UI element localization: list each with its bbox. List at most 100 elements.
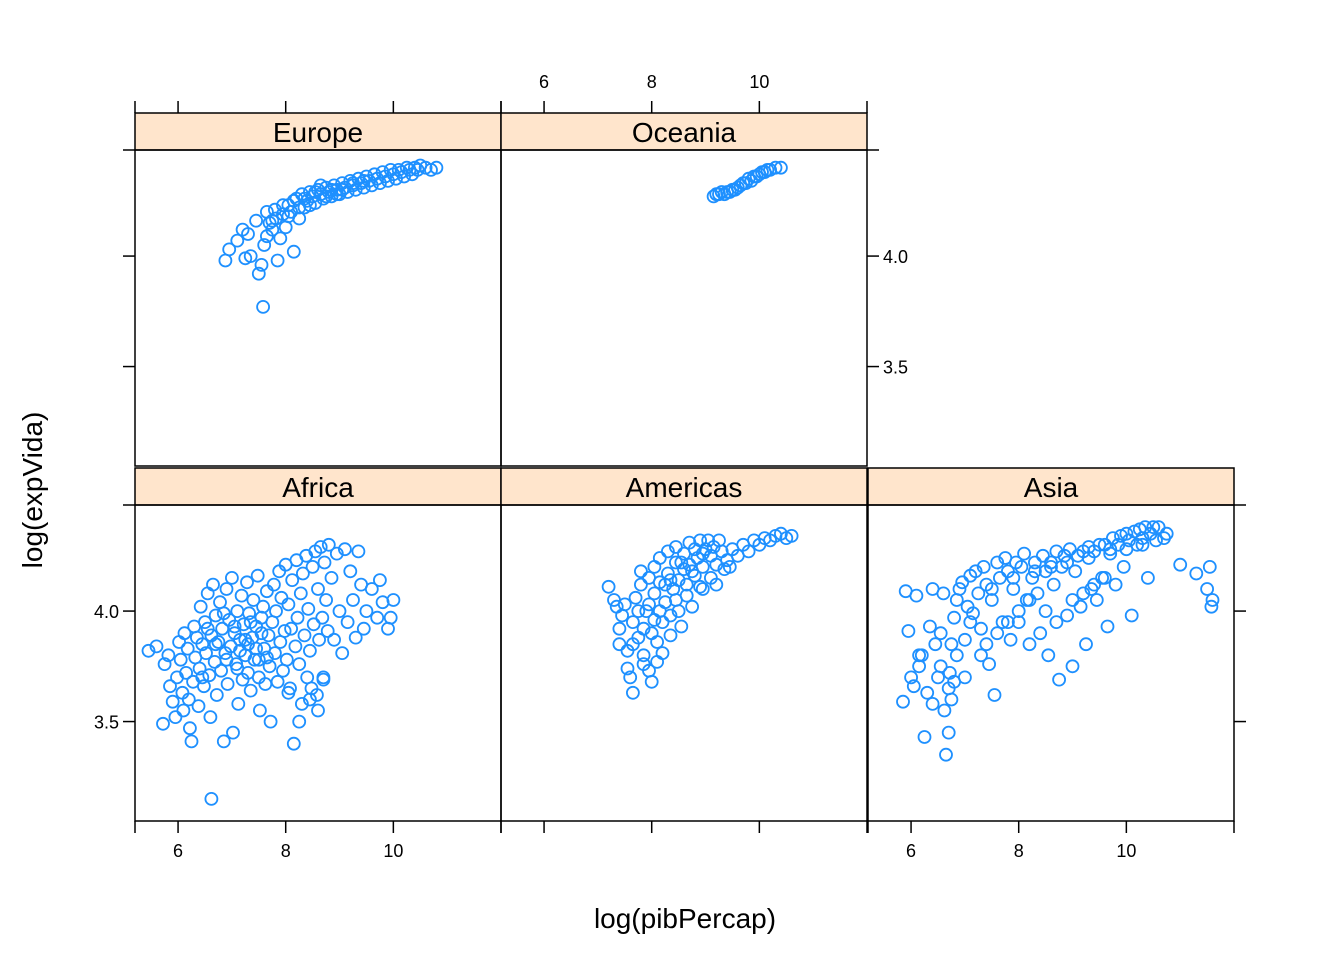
strip-africa bbox=[134, 467, 502, 506]
data-point bbox=[1205, 593, 1220, 607]
data-point bbox=[634, 564, 648, 579]
data-point bbox=[180, 641, 195, 656]
data-point bbox=[655, 615, 670, 629]
data-point bbox=[1041, 648, 1056, 663]
axes: 6 8 10 6 8 10 6 8 10 3.5 4.0 3.5 4.0 bbox=[94, 72, 1246, 861]
data-point bbox=[1068, 564, 1083, 579]
panel-asia: Asia bbox=[867, 467, 1235, 822]
data-point bbox=[1006, 582, 1021, 596]
data-point bbox=[281, 685, 296, 700]
data-point bbox=[982, 657, 996, 671]
data-point bbox=[206, 577, 220, 592]
data-point bbox=[923, 619, 937, 634]
data-point bbox=[933, 659, 948, 674]
data-point bbox=[182, 721, 197, 736]
data-point bbox=[278, 220, 293, 235]
panel-frame-asia bbox=[867, 504, 1235, 822]
data-point bbox=[292, 714, 307, 729]
data-point bbox=[286, 244, 301, 259]
data-point bbox=[311, 703, 325, 718]
data-point bbox=[315, 610, 330, 625]
data-point bbox=[974, 621, 988, 636]
data-point bbox=[976, 560, 991, 574]
data-point bbox=[156, 716, 170, 731]
data-point bbox=[709, 577, 724, 592]
data-point bbox=[335, 646, 350, 660]
data-point bbox=[270, 674, 285, 689]
data-point bbox=[650, 635, 664, 649]
x-tick-label: 10 bbox=[1116, 841, 1136, 861]
data-point bbox=[262, 659, 277, 674]
data-point bbox=[317, 555, 332, 570]
data-point bbox=[204, 792, 219, 806]
data-point bbox=[1003, 632, 1018, 647]
data-point bbox=[1014, 560, 1029, 574]
data-point bbox=[220, 677, 235, 691]
data-point bbox=[165, 694, 180, 709]
data-point bbox=[1081, 551, 1096, 565]
data-point bbox=[293, 586, 308, 601]
data-point bbox=[313, 540, 328, 554]
data-point bbox=[157, 657, 172, 671]
data-point bbox=[1146, 520, 1161, 534]
data-point bbox=[172, 635, 187, 649]
data-point bbox=[1073, 599, 1088, 614]
data-point bbox=[968, 564, 983, 579]
data-point bbox=[294, 697, 309, 711]
data-point bbox=[952, 582, 967, 596]
data-point bbox=[647, 560, 662, 574]
data-point bbox=[1030, 586, 1045, 601]
data-point bbox=[209, 688, 224, 702]
data-point bbox=[370, 610, 385, 625]
data-point bbox=[184, 734, 199, 749]
data-point bbox=[290, 610, 305, 625]
data-point bbox=[332, 604, 347, 618]
data-point bbox=[230, 604, 245, 618]
data-point bbox=[231, 697, 246, 711]
data-point bbox=[768, 160, 783, 175]
data-point bbox=[1001, 615, 1015, 629]
data-point bbox=[383, 610, 398, 625]
data-point bbox=[663, 628, 678, 643]
data-point bbox=[199, 646, 213, 660]
data-point bbox=[295, 566, 310, 581]
data-point bbox=[1033, 626, 1048, 641]
data-point bbox=[356, 621, 371, 636]
data-point bbox=[626, 615, 640, 629]
data-point bbox=[1095, 571, 1109, 585]
x-tick-label: 10 bbox=[383, 841, 403, 861]
data-point bbox=[356, 173, 371, 188]
data-point bbox=[1017, 546, 1031, 561]
x-tick-label: 8 bbox=[281, 841, 291, 861]
data-point bbox=[695, 582, 710, 596]
strip-label-asia: Asia bbox=[1024, 472, 1079, 503]
data-point bbox=[1028, 555, 1042, 570]
data-point bbox=[213, 595, 227, 610]
data-point bbox=[995, 615, 1010, 629]
data-point bbox=[281, 209, 296, 224]
data-point bbox=[297, 628, 312, 643]
data-point bbox=[281, 597, 296, 612]
data-point bbox=[163, 679, 177, 694]
data-point bbox=[642, 597, 656, 612]
data-point bbox=[1065, 659, 1080, 674]
data-point bbox=[917, 730, 932, 744]
data-point bbox=[984, 582, 999, 596]
data-point bbox=[671, 573, 686, 587]
data-point bbox=[904, 670, 918, 685]
data-point bbox=[198, 615, 212, 629]
data-point bbox=[695, 546, 710, 561]
data-point bbox=[329, 546, 344, 561]
data-point bbox=[601, 579, 616, 594]
data-point bbox=[679, 577, 694, 592]
data-point bbox=[674, 619, 689, 634]
data-point bbox=[722, 560, 737, 574]
data-point bbox=[250, 568, 265, 583]
data-point bbox=[234, 588, 249, 603]
data-point bbox=[1097, 571, 1112, 585]
data-point bbox=[364, 582, 379, 596]
data-point bbox=[216, 734, 231, 749]
data-point bbox=[955, 575, 970, 590]
data-point bbox=[219, 582, 234, 596]
